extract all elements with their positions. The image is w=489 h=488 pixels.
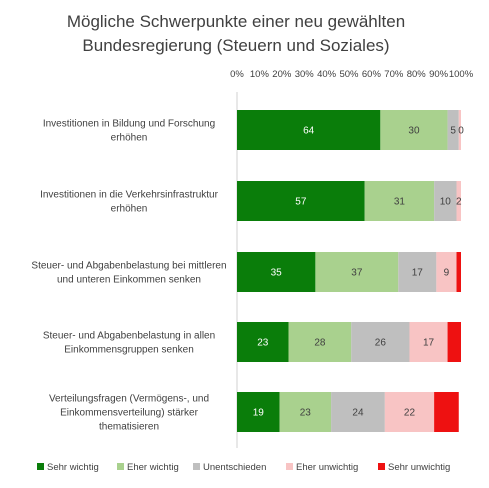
x-tick-label: 20% (272, 69, 292, 80)
data-label: 37 (351, 268, 363, 279)
x-tick-label: 100% (449, 69, 474, 80)
bar-segment (237, 110, 381, 150)
bar-segment (351, 322, 410, 362)
x-axis-ticks: 0% 10% 20% 30% 40% 50% 60% 70% 80% 90% 100% (230, 69, 474, 80)
bar-segment (434, 181, 457, 221)
category-label: thematisieren (99, 422, 159, 433)
legend-label: Sehr wichtig (47, 462, 99, 473)
legend: Sehr wichtig Eher wichtig Unentschieden Ehe… (37, 462, 450, 473)
category-label: Verteilungsfragen (Vermögens-, und (49, 394, 209, 405)
data-labels: 64 30 5 0 57 31 10 2 35 37 17 9 23 28 26 17 19 23 24 22 (253, 126, 465, 419)
x-tick-label: 30% (295, 69, 315, 80)
bar-segment (398, 252, 437, 292)
bar-segment (458, 110, 461, 150)
bar-segment (447, 110, 459, 150)
data-label: 31 (394, 197, 406, 208)
category-label: Steuer- und Abgabenbelastung in allen (43, 331, 215, 342)
data-label: 10 (440, 197, 452, 208)
legend-label: Sehr unwichtig (388, 462, 450, 473)
legend-label: Eher unwichtig (296, 462, 358, 473)
category-label: erhöhen (111, 204, 148, 215)
x-tick-label: 50% (339, 69, 359, 80)
chart-title: Mögliche Schwerpunkte einer neu gewählte… (67, 12, 405, 55)
legend-label: Unentschieden (203, 462, 266, 473)
category-label: Investitionen in die Verkehrsinfrastrukt… (40, 190, 219, 201)
category-labels: Investitionen in Bildung und Forschung er… (31, 119, 226, 433)
data-label: 17 (423, 338, 435, 349)
data-label: 24 (352, 408, 364, 419)
legend-swatch (37, 463, 44, 470)
category-label: Steuer- und Abgabenbelastung bei mittler… (31, 261, 226, 272)
bar-segment (436, 252, 457, 292)
bar-segment (434, 392, 459, 432)
data-label: 22 (404, 408, 416, 419)
x-tick-label: 70% (384, 69, 404, 80)
x-tick-label: 80% (407, 69, 427, 80)
data-label: 0 (458, 126, 464, 137)
bar-segment (237, 392, 280, 432)
chart-title-line: Bundesregierung (Steuern und Soziales) (82, 36, 389, 55)
category-label: Einkommensgruppen senken (64, 345, 194, 356)
bar-segment (237, 252, 316, 292)
bar-segment (447, 322, 461, 362)
bar-segment (237, 322, 289, 362)
data-label: 9 (444, 268, 450, 279)
category-label: Einkommensverteilung) stärker (60, 408, 198, 419)
data-label: 5 (450, 126, 456, 137)
category-label: und unteren Einkommen senken (57, 275, 201, 286)
legend-swatch (378, 463, 385, 470)
category-label: Investitionen in Bildung und Forschung (43, 119, 215, 130)
data-label: 35 (271, 268, 283, 279)
data-label: 19 (253, 408, 265, 419)
bar-segment (456, 181, 461, 221)
x-tick-label: 40% (317, 69, 337, 80)
data-label: 2 (456, 197, 462, 208)
data-label: 17 (412, 268, 424, 279)
bar-segments (237, 110, 461, 432)
bar-segment (279, 392, 332, 432)
data-label: 30 (408, 126, 420, 137)
x-tick-label: 10% (250, 69, 270, 80)
bar-segment (288, 322, 352, 362)
legend-swatch (193, 463, 200, 470)
data-label: 28 (314, 338, 326, 349)
data-label: 23 (257, 338, 269, 349)
bar-segment (409, 322, 448, 362)
chart-title-line: Mögliche Schwerpunkte einer neu gewählte… (67, 12, 405, 31)
bar-segment (237, 181, 365, 221)
category-label: erhöhen (111, 133, 148, 144)
x-tick-label: 0% (230, 69, 244, 80)
bar-segment (315, 252, 399, 292)
data-label: 64 (303, 126, 315, 137)
bar-segment (380, 110, 448, 150)
bar-segment (456, 252, 461, 292)
data-label: 26 (375, 338, 387, 349)
legend-swatch (117, 463, 124, 470)
legend-swatch (286, 463, 293, 470)
x-tick-label: 60% (362, 69, 382, 80)
data-label: 23 (300, 408, 312, 419)
bar-segment (331, 392, 385, 432)
legend-label: Eher wichtig (127, 462, 179, 473)
x-tick-label: 90% (429, 69, 449, 80)
data-label: 57 (295, 197, 307, 208)
bar-segment (364, 181, 435, 221)
bar-segment (384, 392, 435, 432)
